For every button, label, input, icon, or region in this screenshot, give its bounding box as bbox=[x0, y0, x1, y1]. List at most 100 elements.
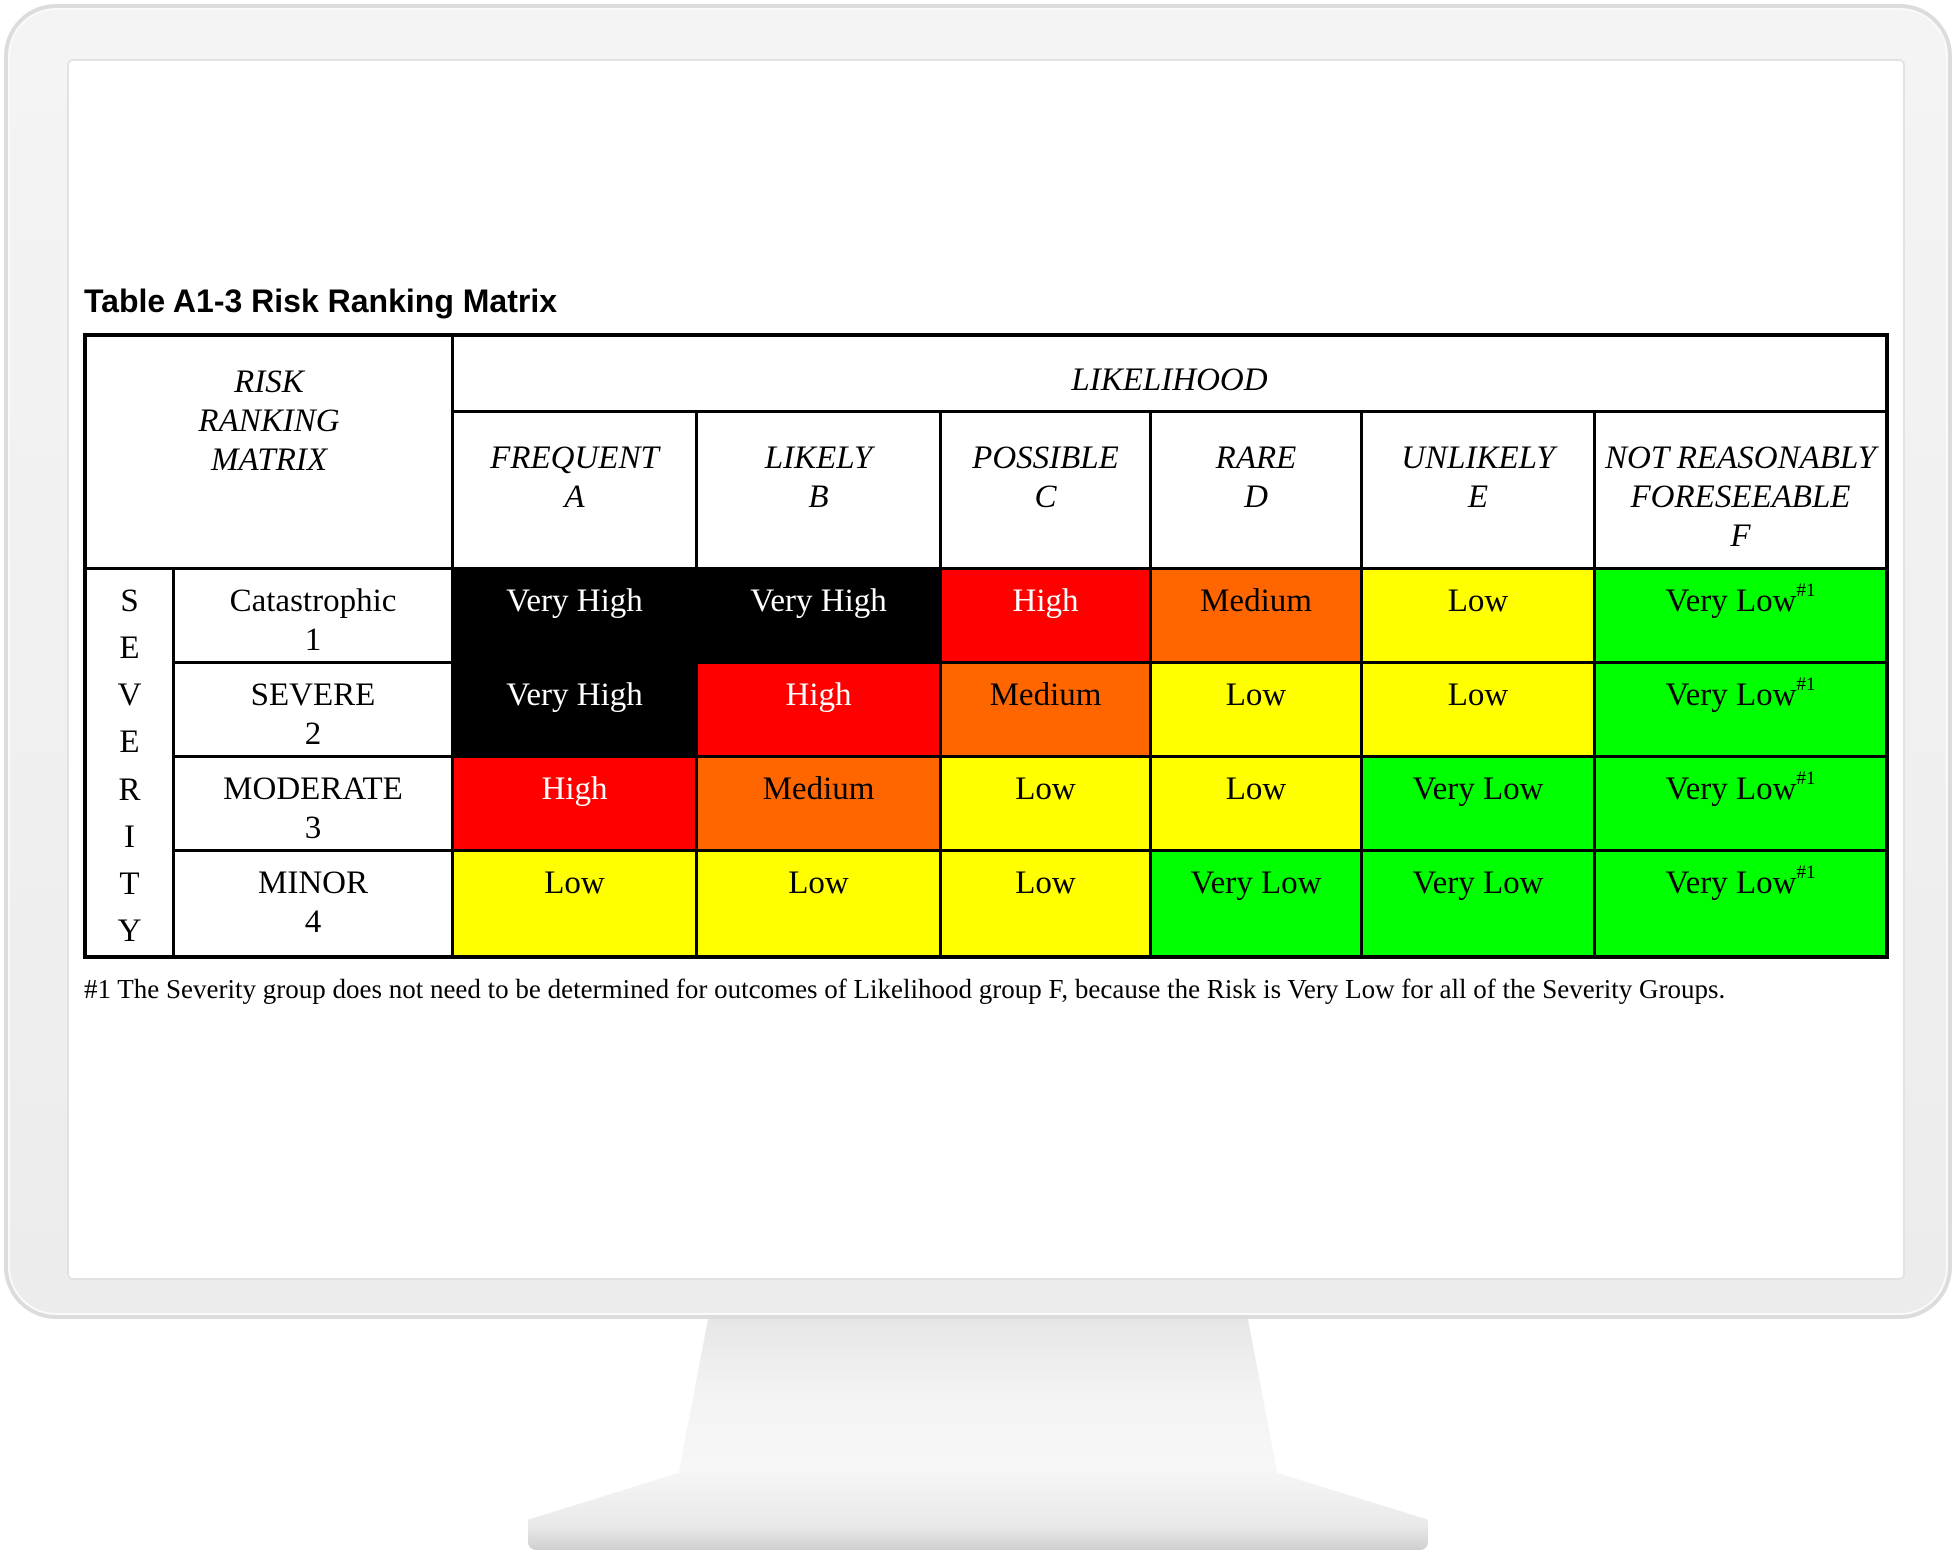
risk-cell: Very Low bbox=[1152, 852, 1363, 955]
column-code: A bbox=[564, 479, 585, 515]
column-code: C bbox=[1034, 479, 1057, 515]
footnote-marker: #1 bbox=[1796, 862, 1816, 883]
severity-name: SEVERE bbox=[250, 677, 376, 713]
severity-letter: I bbox=[124, 818, 135, 855]
risk-level: Low bbox=[544, 865, 605, 901]
severity-name: Catastrophic bbox=[229, 583, 397, 619]
severity-code: 4 bbox=[304, 904, 322, 940]
severity-letter: E bbox=[119, 724, 140, 761]
risk-level: Low bbox=[1447, 677, 1509, 713]
likelihood-column-header: POSSIBLE C bbox=[942, 413, 1152, 570]
risk-level: Low bbox=[1447, 583, 1509, 619]
risk-level: Low bbox=[1015, 771, 1076, 807]
column-code: F bbox=[1730, 518, 1751, 554]
severity-letter: S bbox=[120, 583, 139, 620]
severity-row-header: MODERATE 3 bbox=[175, 758, 454, 852]
table-footnote: #1 The Severity group does not need to b… bbox=[84, 974, 1726, 1004]
risk-cell: Very High bbox=[454, 664, 698, 758]
risk-cell: Medium bbox=[1152, 570, 1363, 664]
risk-level: Medium bbox=[989, 677, 1102, 713]
corner-line: MATRIX bbox=[210, 442, 328, 478]
column-name: FREQUENT bbox=[490, 440, 659, 476]
risk-cell: High bbox=[454, 758, 698, 852]
risk-level: Very Low bbox=[1412, 865, 1544, 901]
risk-level: Very Low bbox=[1190, 865, 1322, 901]
risk-cell: Low bbox=[1363, 570, 1596, 664]
risk-cell: Very Low bbox=[1363, 758, 1596, 852]
severity-name: MINOR bbox=[257, 865, 368, 901]
column-name: POSSIBLE bbox=[972, 440, 1119, 476]
severity-letter: R bbox=[118, 771, 141, 808]
likelihood-column-header: FREQUENT A bbox=[454, 413, 698, 570]
likelihood-column-header: NOT REASONABLY FORESEEABLE F bbox=[1596, 413, 1885, 570]
risk-cell: Medium bbox=[698, 758, 942, 852]
column-name: LIKELY bbox=[764, 440, 873, 476]
risk-level: High bbox=[541, 771, 608, 807]
likelihood-column-header: UNLIKELY E bbox=[1363, 413, 1596, 570]
matrix-corner-header: RISK RANKING MATRIX bbox=[87, 337, 454, 570]
severity-letter: Y bbox=[117, 912, 142, 949]
monitor-stand-base bbox=[528, 1470, 1428, 1550]
column-name: UNLIKELY bbox=[1401, 440, 1555, 476]
risk-cell: Very High bbox=[454, 570, 698, 664]
column-name: NOT REASONABLY bbox=[1604, 440, 1877, 476]
corner-line: RISK bbox=[234, 364, 304, 400]
severity-row-header: SEVERE 2 bbox=[175, 664, 454, 758]
severity-code: 2 bbox=[304, 716, 322, 752]
severity-name: MODERATE bbox=[223, 771, 403, 807]
risk-level: Low bbox=[1225, 771, 1287, 807]
severity-row-header: Catastrophic 1 bbox=[175, 570, 454, 664]
column-name-line2: FORESEEABLE bbox=[1630, 479, 1851, 515]
risk-level: Medium bbox=[762, 771, 875, 807]
severity-row-header: MINOR 4 bbox=[175, 852, 454, 955]
risk-level: Very Low bbox=[1665, 583, 1797, 619]
risk-cell: Low bbox=[942, 852, 1152, 955]
risk-cell: Medium bbox=[942, 664, 1152, 758]
monitor-bezel: Table A1-3 Risk Ranking Matrix RISK RANK… bbox=[4, 4, 1952, 1319]
table-caption: Table A1-3 Risk Ranking Matrix bbox=[84, 283, 558, 319]
risk-cell: Very Low#1 bbox=[1596, 570, 1885, 664]
severity-letter: V bbox=[117, 677, 142, 714]
corner-line: RANKING bbox=[198, 403, 340, 439]
risk-cell: Low bbox=[1152, 664, 1363, 758]
risk-cell: Low bbox=[454, 852, 698, 955]
risk-cell: Low bbox=[698, 852, 942, 955]
risk-level: Very High bbox=[506, 583, 643, 619]
footnote-marker: #1 bbox=[1796, 580, 1816, 601]
column-code: B bbox=[808, 479, 829, 515]
risk-level: Very High bbox=[750, 583, 887, 619]
severity-letter: T bbox=[119, 865, 140, 902]
column-code: E bbox=[1467, 479, 1489, 515]
risk-level: Very Low bbox=[1665, 865, 1797, 901]
risk-level: Low bbox=[788, 865, 849, 901]
footnote-marker: #1 bbox=[1796, 768, 1816, 789]
risk-level: Very Low bbox=[1665, 677, 1797, 713]
risk-cell: Very Low#1 bbox=[1596, 852, 1885, 955]
risk-level: High bbox=[1012, 583, 1079, 619]
risk-cell: Very Low#1 bbox=[1596, 664, 1885, 758]
column-name: RARE bbox=[1215, 440, 1297, 476]
risk-level: High bbox=[785, 677, 852, 713]
monitor-screen: Table A1-3 Risk Ranking Matrix RISK RANK… bbox=[67, 59, 1905, 1280]
severity-code: 1 bbox=[304, 622, 322, 658]
severity-letter: E bbox=[119, 630, 140, 667]
risk-cell: High bbox=[698, 664, 942, 758]
risk-level: Low bbox=[1015, 865, 1076, 901]
column-code: D bbox=[1244, 479, 1268, 515]
risk-level: Very Low bbox=[1665, 771, 1797, 807]
risk-ranking-matrix-table: RISK RANKING MATRIX LIKELIHOOD FREQUENT … bbox=[83, 333, 1889, 959]
likelihood-header: LIKELIHOOD bbox=[454, 337, 1885, 413]
risk-level: Very Low bbox=[1412, 771, 1544, 807]
risk-cell: Low bbox=[1152, 758, 1363, 852]
severity-vertical-label: S E V E R I T Y bbox=[87, 570, 175, 955]
risk-cell: Low bbox=[1363, 664, 1596, 758]
likelihood-column-header: RARE D bbox=[1152, 413, 1363, 570]
risk-cell: Very Low#1 bbox=[1596, 758, 1885, 852]
risk-level: Low bbox=[1225, 677, 1287, 713]
risk-level: Medium bbox=[1200, 583, 1312, 619]
severity-code: 3 bbox=[304, 810, 322, 846]
risk-level: Very High bbox=[506, 677, 643, 713]
risk-cell: High bbox=[942, 570, 1152, 664]
risk-cell: Low bbox=[942, 758, 1152, 852]
likelihood-column-header: LIKELY B bbox=[698, 413, 942, 570]
